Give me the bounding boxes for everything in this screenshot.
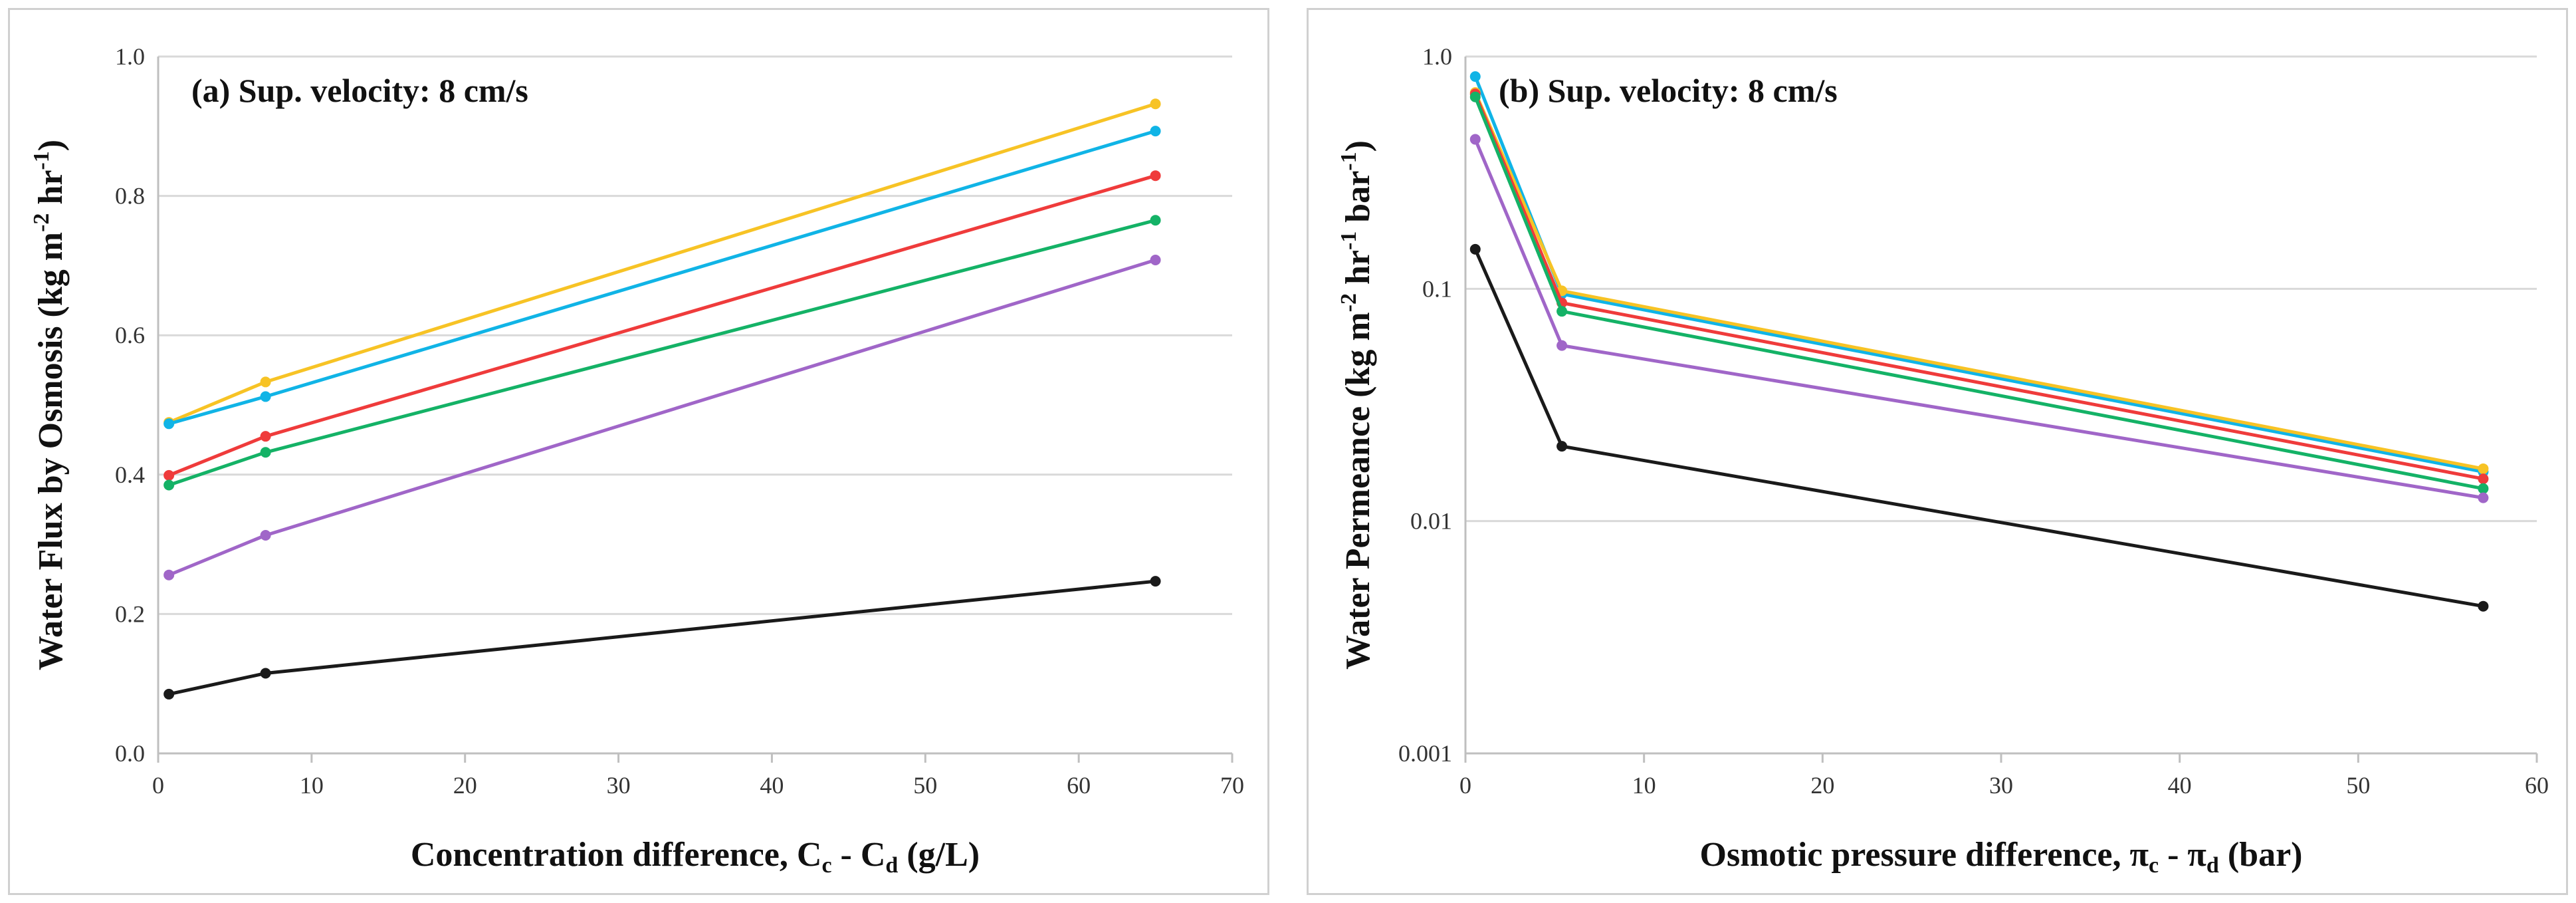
data-point-blue-0: [163, 418, 175, 430]
x-tick-label: 0: [1459, 772, 1471, 799]
series-line-red: [1473, 93, 2484, 481]
series-line-purple: [168, 258, 1156, 577]
series-line-yellow: [168, 102, 1156, 424]
data-point-purple-2: [1150, 255, 1161, 266]
data-point-purple-1: [260, 529, 271, 541]
y-tick-label: 0.2: [115, 600, 145, 627]
data-point-blue-2: [1150, 126, 1161, 137]
data-point-red-1: [260, 431, 271, 442]
panel-a-frame: [8, 8, 1269, 895]
x-tick-label: 30: [607, 772, 631, 799]
y-tick-label: 0.01: [1410, 508, 1452, 535]
data-point-black-1: [260, 668, 271, 679]
x-tick-label: 60: [2525, 772, 2549, 799]
y-tick-label: 1.0: [1422, 43, 1452, 70]
y-axis-title: Water Flux by Osmosis (kg m-2 hr-1): [29, 140, 70, 670]
data-point-blue-1: [260, 391, 271, 402]
data-point-green-2: [2478, 483, 2489, 494]
data-point-yellow-2: [1150, 98, 1161, 110]
y-tick-label: 0.8: [115, 183, 145, 209]
x-tick-label: 70: [1220, 772, 1244, 799]
x-tick-label: 50: [2346, 772, 2370, 799]
y-tick-label: 0.4: [115, 461, 145, 488]
data-point-black-1: [1556, 441, 1568, 452]
panel-b-frame: [1307, 8, 2568, 895]
data-point-black-0: [1469, 243, 1481, 255]
x-tick-label: 10: [300, 772, 324, 799]
x-tick-label: 60: [1067, 772, 1091, 799]
y-tick-label: 0.6: [115, 322, 145, 348]
data-point-green-0: [163, 479, 175, 491]
x-tick-label: 40: [2168, 772, 2192, 799]
data-point-red-2: [1150, 170, 1161, 182]
data-point-green-0: [1469, 91, 1481, 102]
y-tick-label: 0.0: [115, 740, 145, 767]
x-tick-label: 20: [1810, 772, 1834, 799]
x-tick-label: 40: [760, 772, 784, 799]
data-point-red-0: [163, 469, 175, 481]
x-tick-label: 0: [152, 772, 164, 799]
data-point-black-0: [163, 688, 175, 700]
data-point-red-2: [2478, 473, 2489, 485]
x-axis-title: Osmotic pressure difference, πc - πd (ba…: [1700, 836, 2303, 878]
data-point-yellow-2: [2478, 463, 2489, 474]
y-tick-label: 0.001: [1398, 740, 1452, 767]
data-point-blue-0: [1469, 71, 1481, 82]
series-line-green: [168, 218, 1156, 487]
x-tick-label: 20: [453, 772, 477, 799]
y-tick-label: 0.1: [1422, 275, 1452, 302]
data-point-purple-2: [2478, 492, 2489, 503]
series-line-red: [168, 174, 1156, 477]
series-line-black: [168, 579, 1156, 696]
data-point-purple-0: [1469, 134, 1481, 145]
data-point-green-2: [1150, 215, 1161, 226]
panel-title: (a) Sup. velocity: 8 cm/s: [191, 72, 528, 109]
series-line-blue: [168, 129, 1156, 426]
y-tick-label: 1.0: [115, 43, 145, 70]
data-point-green-1: [1556, 306, 1568, 317]
x-axis-title: Concentration difference, Cc - Cd (g/L): [411, 836, 980, 878]
data-point-purple-0: [163, 569, 175, 580]
panel-title: (b) Sup. velocity: 8 cm/s: [1499, 72, 1838, 109]
series-line-blue: [1473, 76, 2484, 473]
x-tick-label: 50: [913, 772, 937, 799]
y-axis-title: Water Permeance (kg m-2 hr-1 bar-1): [1337, 140, 1377, 670]
x-tick-label: 30: [1989, 772, 2013, 799]
data-point-yellow-1: [260, 376, 271, 388]
x-tick-label: 10: [1632, 772, 1656, 799]
series-line-yellow: [1473, 92, 2484, 471]
data-point-purple-1: [1556, 340, 1568, 351]
data-point-black-2: [1150, 576, 1161, 587]
series-line-green: [1473, 96, 2484, 491]
data-point-black-2: [2478, 600, 2489, 612]
data-point-green-1: [260, 447, 271, 458]
